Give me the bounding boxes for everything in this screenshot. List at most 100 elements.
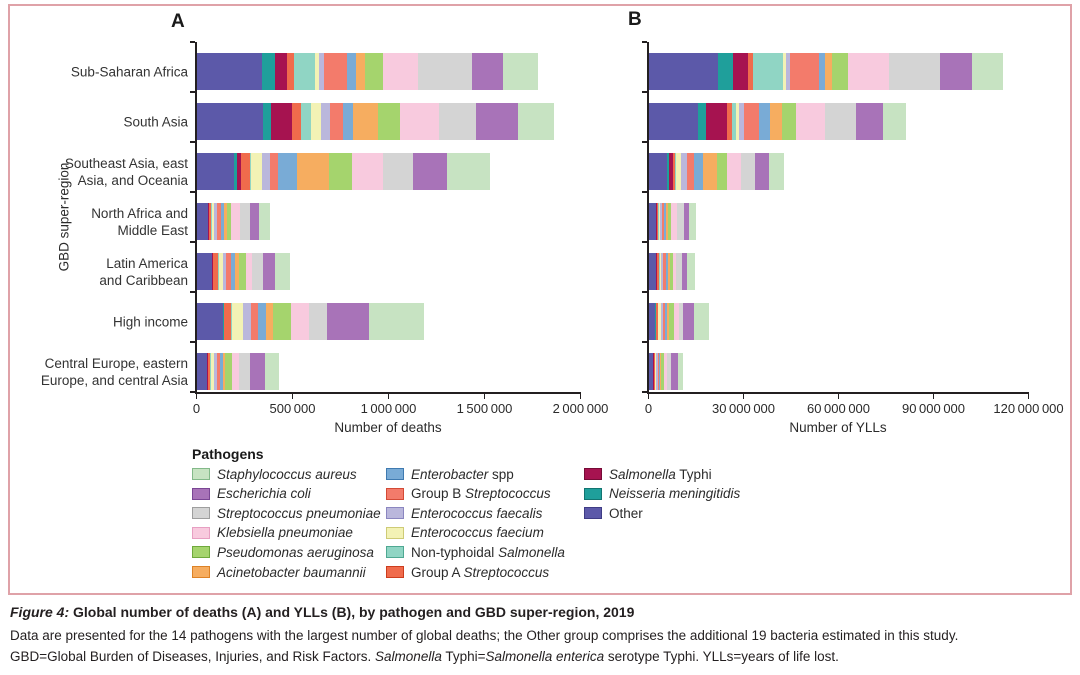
- bar-segment: [239, 352, 251, 390]
- bar-segment: [296, 152, 329, 190]
- bar-row: [196, 302, 425, 340]
- bar-segment: [758, 102, 771, 140]
- bar-segment: [661, 252, 664, 290]
- bar-segment: [232, 302, 244, 340]
- bar-segment: [663, 352, 667, 390]
- x-tick-label: 90 000 000: [901, 401, 966, 416]
- legend-label: Enterococcus faecium: [411, 525, 544, 541]
- bar-segment: [656, 352, 658, 390]
- bar-segment: [657, 202, 659, 240]
- region-label: South Asia: [123, 114, 188, 130]
- bar-segment: [655, 202, 657, 240]
- x-axis-tick: [742, 393, 745, 399]
- bar-segment: [676, 152, 682, 190]
- y-axis-tick: [641, 191, 647, 193]
- bar-segment: [694, 152, 703, 190]
- y-axis-line: [647, 42, 649, 392]
- legend-item: Klebsiella pneumoniae: [192, 525, 353, 541]
- bar-segment: [250, 352, 266, 390]
- bar-segment: [270, 102, 292, 140]
- caption-figure-number: Figure 4:: [10, 604, 70, 620]
- bar-segment: [648, 302, 656, 340]
- bar-segment: [196, 302, 224, 340]
- bar-segment: [273, 302, 292, 340]
- y-axis-tick: [189, 291, 195, 293]
- bar-segment: [222, 352, 226, 390]
- caption-line-2: Data are presented for the 14 pathogens …: [10, 628, 959, 643]
- x-axis-title-ylls: Number of YLLs: [789, 420, 887, 435]
- y-axis-tick: [189, 391, 195, 393]
- legend-item: Escherichia coli: [192, 486, 311, 502]
- bar-segment: [342, 102, 354, 140]
- bar-row: [196, 352, 279, 390]
- bar-segment: [223, 302, 232, 340]
- bar-segment: [698, 102, 706, 140]
- bar-row: [196, 252, 290, 290]
- bar-segment: [319, 52, 325, 90]
- legend-swatch-icon: [192, 487, 210, 500]
- bar-segment: [743, 102, 759, 140]
- bar-segment: [663, 252, 666, 290]
- bar-segment: [235, 252, 240, 290]
- bar-segment: [210, 202, 212, 240]
- bar-segment: [733, 52, 748, 90]
- x-axis-line: [195, 392, 581, 394]
- bar-segment: [222, 252, 227, 290]
- legend-label: Non-typhoidal Salmonella: [411, 544, 565, 560]
- legend-item: Pseudomonas aeruginosa: [192, 544, 374, 560]
- y-axis-tick: [189, 141, 195, 143]
- bar-segment: [789, 52, 820, 90]
- x-axis-tick: [291, 393, 294, 399]
- bar-segment: [677, 352, 684, 390]
- bar-segment: [659, 352, 661, 390]
- bar-segment: [220, 352, 223, 390]
- y-axis-tick: [641, 291, 647, 293]
- bar-segment: [648, 202, 656, 240]
- panel-a-label: A: [171, 11, 185, 32]
- bar-segment: [669, 252, 673, 290]
- bar-segment: [329, 102, 343, 140]
- bar-segment: [328, 152, 353, 190]
- x-tick-label: 30 000 000: [711, 401, 776, 416]
- caption-title-text: Global number of deaths (A) and YLLs (B)…: [69, 604, 635, 620]
- bar-segment: [265, 352, 279, 390]
- x-axis-tick: [195, 393, 198, 399]
- bar-segment: [676, 202, 684, 240]
- bar-segment: [291, 302, 309, 340]
- bar-row: [196, 152, 491, 190]
- y-axis-tick: [189, 91, 195, 93]
- bar-segment: [666, 352, 672, 390]
- bar-segment: [648, 252, 657, 290]
- bar-segment: [889, 52, 941, 90]
- bar-segment: [686, 152, 695, 190]
- bar-segment: [661, 202, 665, 240]
- bar-segment: [747, 52, 753, 90]
- bar-segment: [210, 352, 212, 390]
- legend-item: Enterococcus faecium: [386, 525, 544, 541]
- bar-segment: [213, 252, 218, 290]
- region-label: High income: [112, 314, 188, 330]
- bar-segment: [825, 102, 856, 140]
- bar-segment: [241, 152, 251, 190]
- bar-segment: [940, 52, 972, 90]
- bar-segment: [300, 102, 311, 140]
- bar-segment: [667, 252, 670, 290]
- bar-segment: [356, 52, 365, 90]
- bar-segment: [239, 202, 251, 240]
- region-label: Central Europe, eastern Europe, and cent…: [40, 356, 188, 388]
- bar-segment: [216, 202, 221, 240]
- legend-label: Other: [609, 505, 643, 521]
- bar-segment: [223, 202, 227, 240]
- bar-segment: [250, 152, 251, 190]
- bar-segment: [206, 352, 208, 390]
- bar-segment: [648, 152, 668, 190]
- legend-label: Group B Streptococcus: [411, 486, 551, 502]
- region-label: Sub-Saharan Africa: [70, 64, 188, 80]
- bar-segment: [726, 102, 733, 140]
- bar-segment: [196, 52, 263, 90]
- legend-label: Escherichia coli: [217, 486, 311, 502]
- bar-segment: [245, 252, 253, 290]
- bar-segment: [239, 252, 246, 290]
- bar-segment: [656, 202, 658, 240]
- bar-row: [648, 202, 696, 240]
